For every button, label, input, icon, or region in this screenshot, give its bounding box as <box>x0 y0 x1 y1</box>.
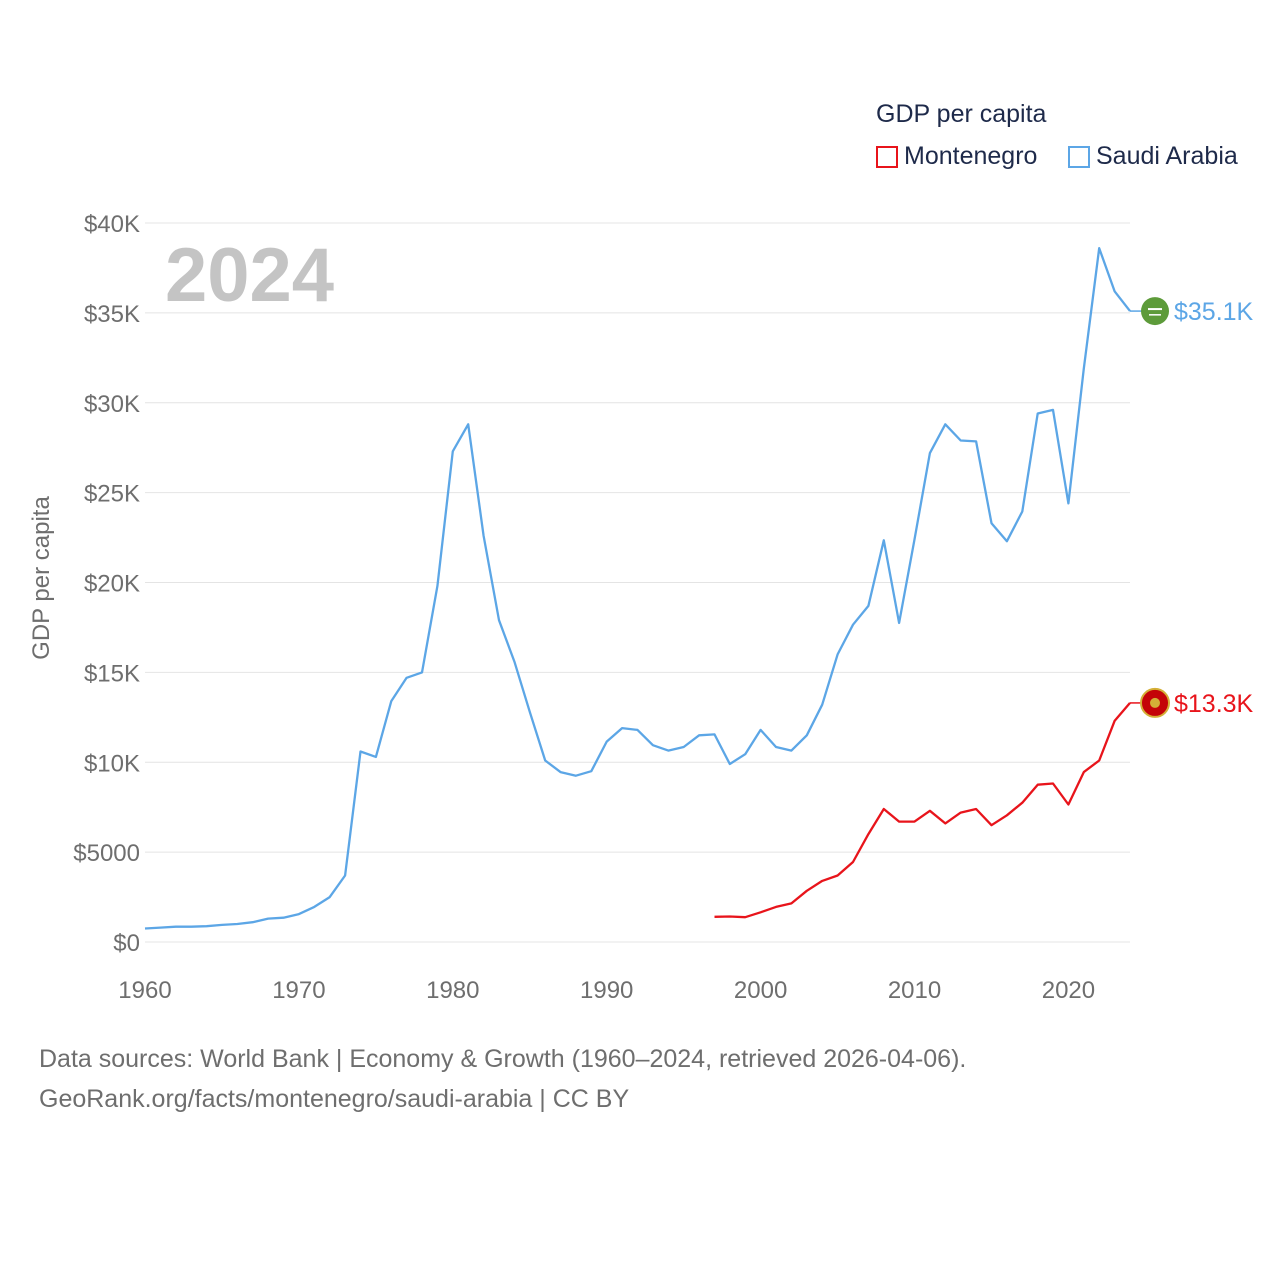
flag-icon-saudi-arabia <box>1141 297 1169 326</box>
legend-title: GDP per capita <box>876 100 1047 128</box>
y-tick-label: $5000 <box>73 840 140 867</box>
legend-label-montenegro: Montenegro <box>904 142 1038 170</box>
end-value-label-montenegro: $13.3K <box>1174 690 1254 718</box>
y-tick-label: $20K <box>84 571 140 598</box>
legend-item-montenegro[interactable]: Montenegro <box>876 142 1037 171</box>
x-tick-label: 2020 <box>1042 977 1095 1004</box>
x-axis-ticks: 1960 1970 1980 1990 2000 2010 2020 <box>118 977 1095 1004</box>
x-tick-label: 1960 <box>118 977 171 1004</box>
end-value-label-saudi-arabia: $35.1K <box>1174 298 1254 326</box>
y-tick-label: $40K <box>84 211 140 238</box>
x-tick-label: 2000 <box>734 977 787 1004</box>
series-lines <box>144 247 1131 930</box>
source-line-2[interactable]: GeoRank.org/facts/montenegro/saudi-arabi… <box>39 1085 630 1113</box>
end-markers: $13.3K $35.1K <box>1130 297 1254 718</box>
y-tick-label: $15K <box>84 660 140 687</box>
y-tick-label: $30K <box>84 391 140 418</box>
x-tick-label: 1990 <box>580 977 633 1004</box>
legend-swatch-saudi-arabia <box>1068 145 1090 168</box>
y-tick-label: $35K <box>84 301 140 328</box>
y-tick-label: $0 <box>113 930 140 957</box>
x-tick-label: 1980 <box>426 977 479 1004</box>
x-tick-label: 2010 <box>888 977 941 1004</box>
year-watermark: 2024 <box>165 233 335 318</box>
flag-sword-icon <box>1149 314 1161 316</box>
y-axis-label: GDP per capita <box>28 496 55 660</box>
x-tick-label: 1970 <box>272 977 325 1004</box>
source-line-1: Data sources: World Bank | Economy & Gro… <box>39 1045 967 1073</box>
series-line-saudi-arabia <box>144 247 1131 930</box>
series-line-montenegro <box>714 702 1131 919</box>
y-axis-ticks: $0 $5000 $10K $15K $20K $25K $30K $35K $40K <box>73 211 140 957</box>
legend-label-saudi-arabia: Saudi Arabia <box>1096 142 1238 170</box>
legend-item-saudi-arabia[interactable]: Saudi Arabia <box>1068 142 1238 171</box>
y-tick-label: $10K <box>84 750 140 777</box>
flag-script-icon <box>1148 308 1162 311</box>
gridlines <box>145 222 1130 943</box>
emblem-icon <box>1150 697 1160 708</box>
legend-swatch-montenegro <box>876 145 898 168</box>
y-tick-label: $25K <box>84 481 140 508</box>
